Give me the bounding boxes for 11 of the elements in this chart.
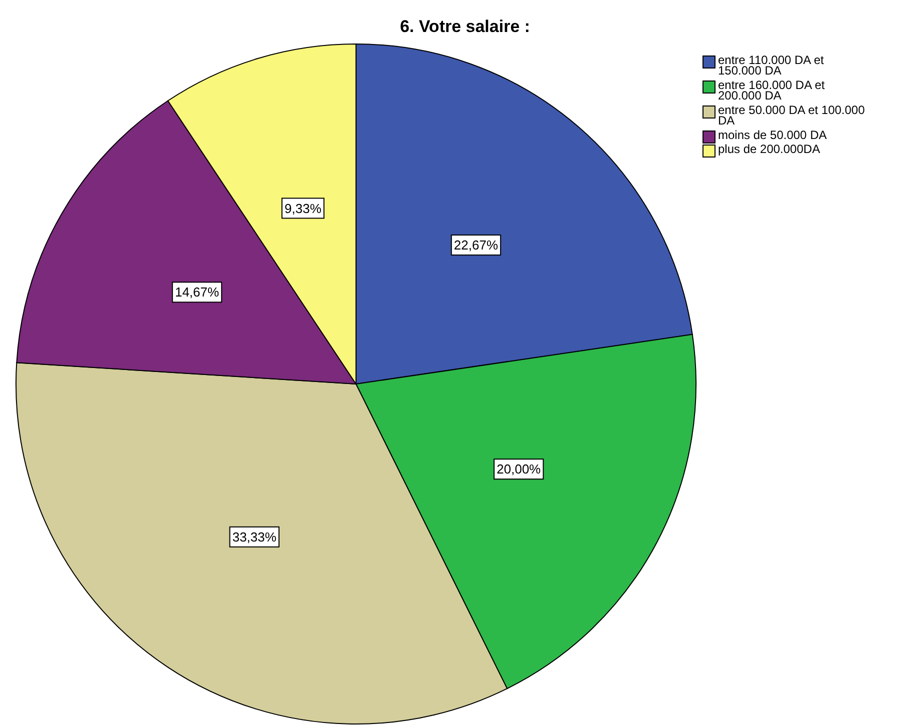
legend-label: plus de 200.000DA — [718, 142, 820, 156]
legend-label: entre 50.000 DA et 100.000 DA — [718, 103, 866, 128]
data-label: 20,00% — [496, 462, 542, 477]
chart-title: 6. Votre salaire : — [400, 17, 530, 36]
data-label: 22,67% — [454, 238, 498, 253]
data-label: 14,67% — [174, 284, 220, 300]
legend-label: moins de 50.000 DA — [718, 128, 827, 142]
legend-label: entre 160.000 DA et 200.000 DA — [718, 78, 826, 102]
legend-label: entre 110.000 DA et 150.000 DA — [718, 53, 825, 78]
data-label: 33,33% — [232, 529, 277, 544]
data-label: 9,33% — [284, 200, 322, 216]
